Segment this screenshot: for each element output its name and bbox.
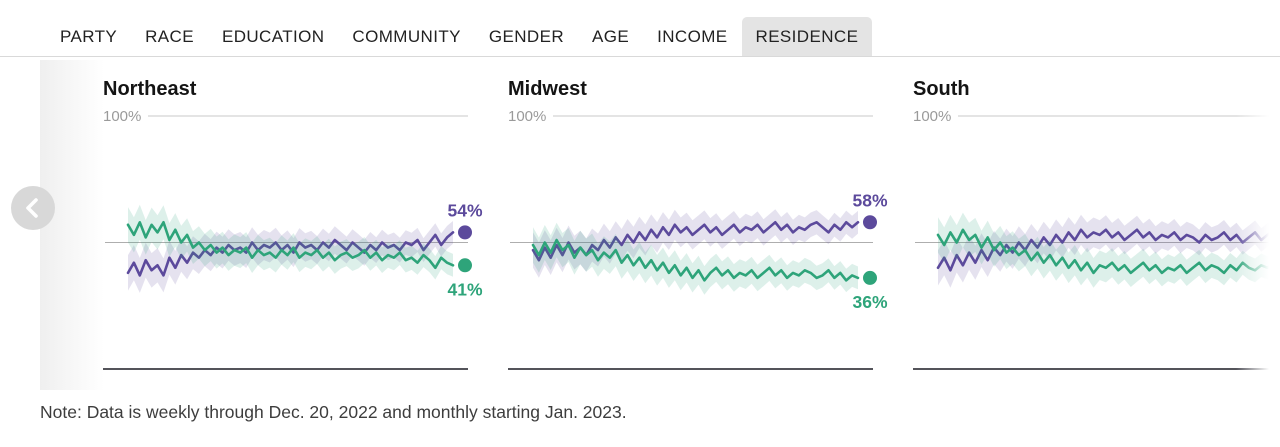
charts-carousel: Northeast 100% 54% 41% Midwest 100% 58% 36… (103, 60, 1280, 390)
chart-title-south: South (913, 78, 970, 100)
chart-svg-south (913, 115, 1280, 370)
footnote: Note: Data is weekly through Dec. 20, 20… (40, 402, 627, 422)
band-purple-series (938, 214, 1280, 288)
tab-age[interactable]: AGE (592, 27, 630, 46)
tab-residence[interactable]: RESIDENCE (741, 17, 873, 56)
band-green-series (128, 204, 453, 280)
y-axis-100-label: 100% (913, 108, 952, 125)
tab-party[interactable]: PARTY (60, 27, 118, 46)
band-purple-series (533, 209, 858, 278)
end-label-green-series: 36% (852, 292, 887, 312)
y-axis-100-label: 100% (103, 108, 142, 125)
chart-plot-south (913, 106, 1280, 396)
chart-panel-northeast: Northeast 100% 54% 41% (103, 60, 483, 390)
y-axis-100-label: 100% (508, 108, 547, 125)
chart-plot-northeast: 54% 41% (103, 106, 483, 396)
end-dot-purple-series (863, 215, 877, 230)
tab-race[interactable]: RACE (145, 27, 194, 46)
band-green-series (938, 212, 1280, 288)
tab-education[interactable]: EDUCATION (221, 27, 325, 46)
line-purple-series (126, 231, 455, 277)
category-tabbar: PARTY RACE EDUCATION COMMUNITY GENDER AG… (0, 0, 1280, 57)
chart-title-northeast: Northeast (103, 78, 197, 100)
tab-income[interactable]: INCOME (657, 27, 728, 46)
end-label-purple-series: 54% (447, 200, 482, 220)
chevron-left-icon (26, 198, 38, 218)
carousel-prev-button[interactable] (11, 186, 55, 230)
tab-community[interactable]: COMMUNITY (352, 27, 461, 46)
end-dot-green-series (863, 270, 877, 285)
band-green-series (533, 222, 858, 295)
line-green-series (936, 228, 1280, 275)
line-green-series (531, 238, 860, 282)
end-dot-purple-series (458, 225, 472, 240)
end-label-purple-series: 58% (852, 190, 887, 210)
chart-panel-south: South 100% (913, 60, 1280, 390)
chart-title-midwest: Midwest (508, 78, 587, 100)
chart-panel-midwest: Midwest 100% 58% 36% (508, 60, 888, 390)
end-label-green-series: 41% (447, 279, 482, 299)
chart-svg-northeast: 54% 41% (103, 115, 483, 370)
end-dot-green-series (458, 258, 472, 273)
line-green-series (126, 221, 455, 270)
band-purple-series (128, 221, 453, 293)
chart-svg-midwest: 58% 36% (508, 115, 888, 370)
tab-gender[interactable]: GENDER (488, 27, 564, 46)
chart-plot-midwest: 58% 36% (508, 106, 888, 396)
